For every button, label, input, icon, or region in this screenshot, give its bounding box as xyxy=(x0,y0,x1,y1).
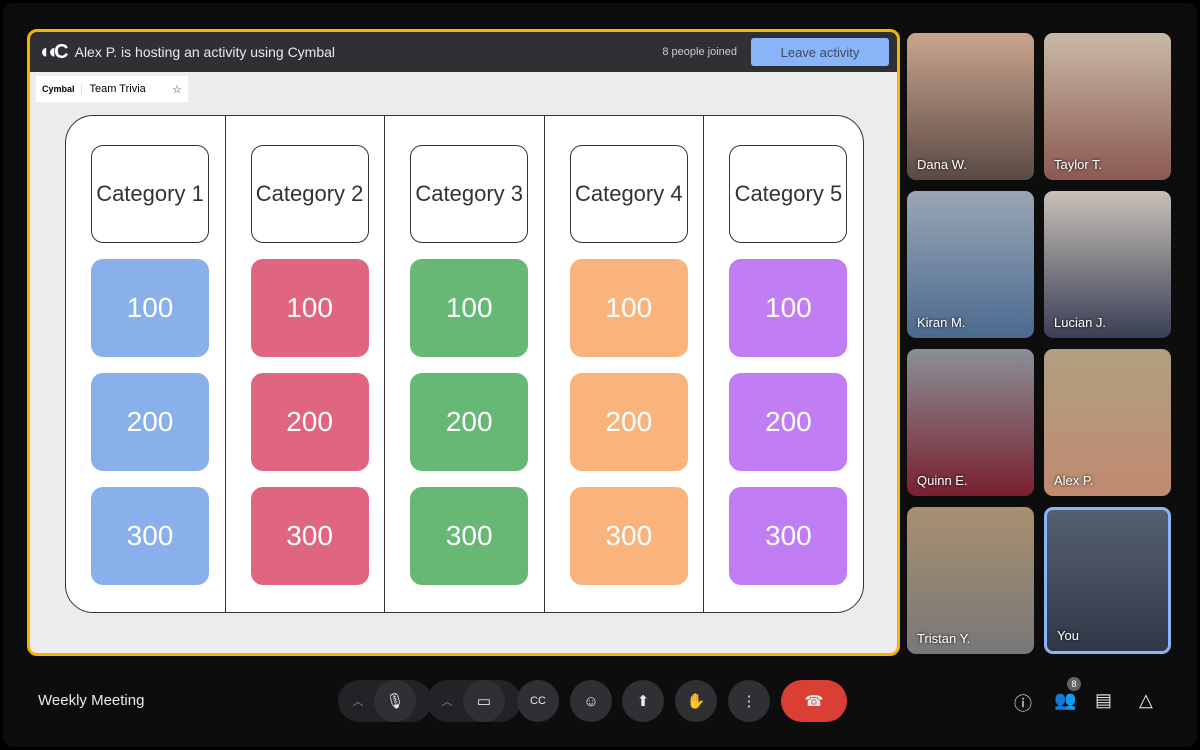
captions-button[interactable]: CC xyxy=(517,680,559,722)
participant-name: Lucian J. xyxy=(1054,315,1107,330)
chat-icon[interactable]: ▤ xyxy=(1095,690,1113,710)
question-tile[interactable]: 300 xyxy=(250,487,369,585)
info-icon[interactable]: ⓘ xyxy=(1014,694,1032,714)
question-tile[interactable]: 300 xyxy=(91,487,209,585)
participant-name: Kiran M. xyxy=(917,315,966,330)
category-column: Category 1 100 200 300 xyxy=(66,116,226,612)
trivia-board: Category 1 100 200 300 Category 2 100 200 300 Ca… xyxy=(65,115,864,613)
category-header: Category 2 xyxy=(250,145,369,243)
participant-name: Dana W. xyxy=(917,157,967,172)
participant-tile[interactable]: Tristan Y. xyxy=(907,507,1034,654)
microphone-button[interactable]: 🎙 xyxy=(374,680,416,722)
activity-stage: ◖◖C Alex P. is hosting an activity using… xyxy=(27,29,900,656)
participant-tile[interactable]: Lucian J. xyxy=(1044,191,1171,338)
app-tab: Cymbal Team Trivia ☆ xyxy=(36,76,188,102)
participant-tile[interactable]: Dana W. xyxy=(907,33,1034,180)
question-tile[interactable]: 300 xyxy=(729,487,848,585)
activity-banner: ◖◖C Alex P. is hosting an activity using… xyxy=(30,32,897,72)
category-header: Category 1 xyxy=(91,145,209,243)
app-title: Team Trivia xyxy=(89,83,146,95)
emoji-button[interactable]: ☺ xyxy=(570,680,612,722)
people-icon[interactable]: 👥 xyxy=(1054,690,1077,710)
question-tile[interactable]: 300 xyxy=(410,487,529,585)
end-call-button[interactable]: ☎ xyxy=(781,680,847,722)
question-tile[interactable]: 100 xyxy=(91,259,209,357)
control-bar: Weekly Meeting ︿ 🎙 ︿ ▭ CC ☺ ⬆ ✋ ⋮ ☎ ⓘ 👥 … xyxy=(0,676,1200,726)
participant-tile[interactable]: Kiran M. xyxy=(907,191,1034,338)
audio-options-chevron-icon[interactable]: ︿ xyxy=(352,696,364,708)
more-options-button[interactable]: ⋮ xyxy=(728,680,770,722)
category-column: Category 5 100 200 300 xyxy=(704,116,863,612)
camera-button[interactable]: ▭ xyxy=(463,680,505,722)
present-button[interactable]: ⬆ xyxy=(622,680,664,722)
participant-name: Quinn E. xyxy=(917,473,968,488)
app-brand: Cymbal xyxy=(42,84,82,94)
question-tile[interactable]: 100 xyxy=(410,259,529,357)
question-tile[interactable]: 300 xyxy=(569,487,688,585)
participant-tile[interactable]: Alex P. xyxy=(1044,349,1171,496)
question-tile[interactable]: 200 xyxy=(569,373,688,471)
host-text: Alex P. is hosting an activity using Cym… xyxy=(74,44,336,60)
participant-name: Alex P. xyxy=(1054,473,1094,488)
participant-tile[interactable]: You xyxy=(1044,507,1171,654)
question-tile[interactable]: 100 xyxy=(569,259,688,357)
question-tile[interactable]: 200 xyxy=(91,373,209,471)
question-tile[interactable]: 100 xyxy=(729,259,848,357)
category-column: Category 2 100 200 300 xyxy=(226,116,386,612)
category-header: Category 5 xyxy=(729,145,848,243)
category-header: Category 4 xyxy=(569,145,688,243)
participant-name: Taylor T. xyxy=(1054,157,1103,172)
cymbal-logo-icon: ◖◖C xyxy=(38,40,69,63)
participant-name: Tristan Y. xyxy=(917,631,971,646)
people-count-badge: 8 xyxy=(1067,677,1081,691)
question-tile[interactable]: 200 xyxy=(410,373,529,471)
category-column: Category 4 100 200 300 xyxy=(545,116,705,612)
meeting-title: Weekly Meeting xyxy=(38,692,145,709)
participant-tile[interactable]: Taylor T. xyxy=(1044,33,1171,180)
category-header: Category 3 xyxy=(410,145,529,243)
participant-name: You xyxy=(1057,628,1079,643)
video-options-chevron-icon[interactable]: ︿ xyxy=(441,696,453,708)
joined-count: 8 people joined xyxy=(662,46,737,58)
activities-icon[interactable]: △ xyxy=(1139,690,1153,710)
raise-hand-button[interactable]: ✋ xyxy=(675,680,717,722)
question-tile[interactable]: 200 xyxy=(250,373,369,471)
star-icon[interactable]: ☆ xyxy=(172,83,182,96)
participant-tile[interactable]: Quinn E. xyxy=(907,349,1034,496)
question-tile[interactable]: 200 xyxy=(729,373,848,471)
leave-activity-button[interactable]: Leave activity xyxy=(751,38,889,66)
category-column: Category 3 100 200 300 xyxy=(385,116,545,612)
question-tile[interactable]: 100 xyxy=(250,259,369,357)
